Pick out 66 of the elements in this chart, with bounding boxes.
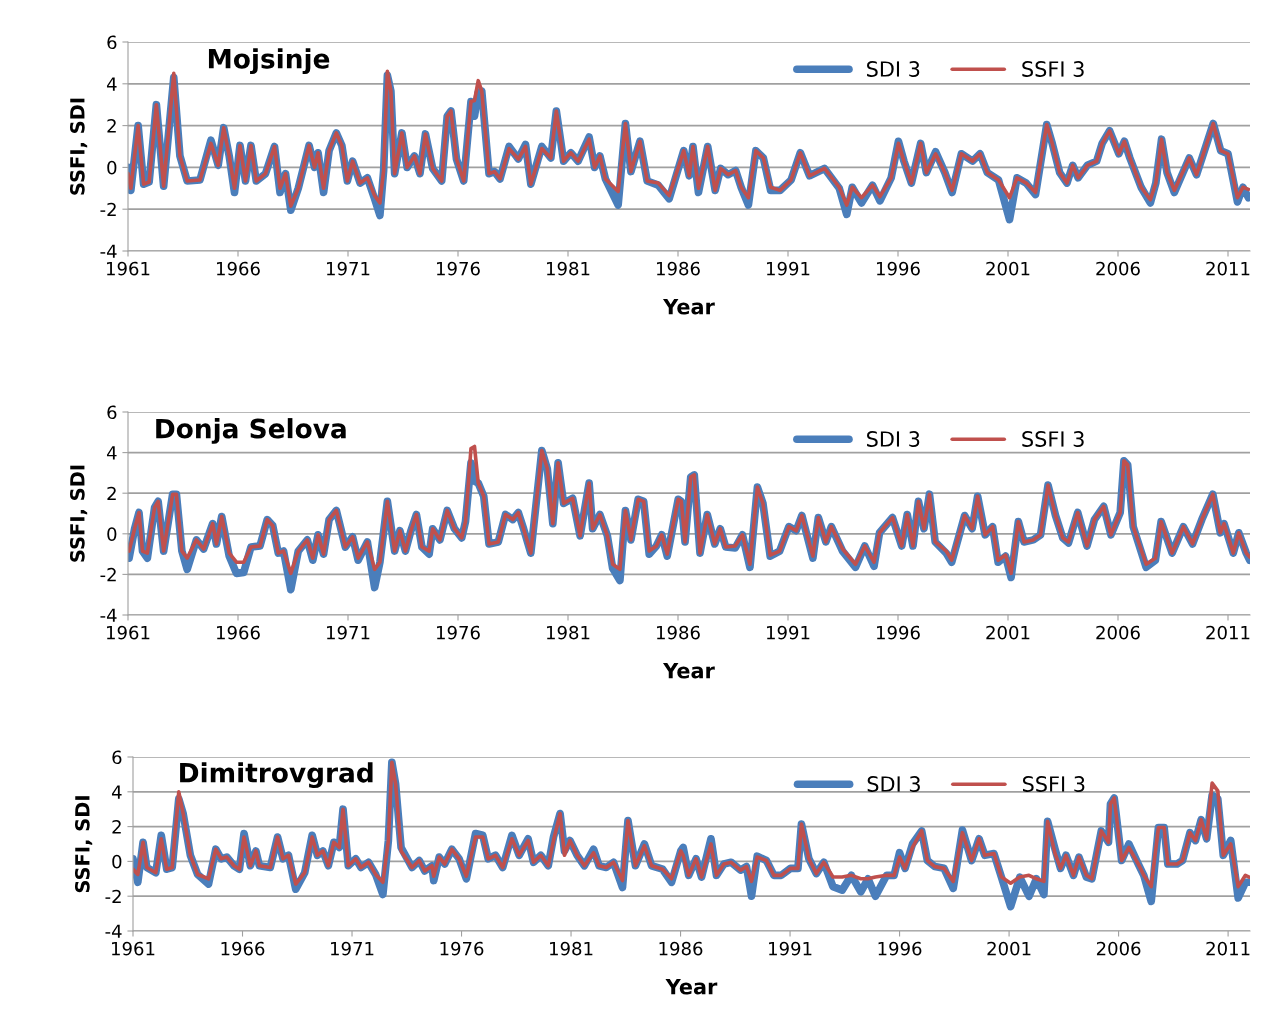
x-tick-label: 1966 xyxy=(217,625,260,640)
y-tick-label: 0 xyxy=(112,854,122,869)
x-axis-title: Year xyxy=(665,978,718,995)
x-tick-label: 1976 xyxy=(440,941,484,956)
y-tick-label: 2 xyxy=(107,119,116,133)
x-axis-title: Year xyxy=(662,298,715,315)
x-tick-label: 1966 xyxy=(221,941,265,956)
x-tick-label: 1971 xyxy=(331,941,374,956)
x-tick-label: 1996 xyxy=(877,261,920,276)
x-tick-label: 1996 xyxy=(877,625,920,640)
x-tick-label: 1996 xyxy=(878,941,922,956)
x-tick-label: 2011 xyxy=(1206,625,1250,640)
x-axis-title: Year xyxy=(662,662,715,679)
x-tick-label: 1986 xyxy=(659,941,703,956)
chart-title: Mojsinje xyxy=(208,48,330,75)
y-tick-label: 4 xyxy=(111,785,122,799)
x-tick-label: 1961 xyxy=(107,625,150,640)
x-tick-label: 1966 xyxy=(217,261,260,276)
x-tick-label: 2006 xyxy=(1096,941,1141,956)
y-tick-label: 2 xyxy=(107,486,116,501)
x-tick-label: 1991 xyxy=(767,261,810,276)
x-tick-label: 1971 xyxy=(327,261,370,276)
y-tick-label: -4 xyxy=(100,608,117,622)
x-tick-label: 1976 xyxy=(437,261,480,276)
x-tick-label: 1986 xyxy=(657,261,700,276)
y-tick-label: -2 xyxy=(100,202,116,217)
y-tick-label: 0 xyxy=(107,527,117,541)
x-tick-label: 1961 xyxy=(112,941,155,956)
y-axis-title: SSFI, SDI xyxy=(70,465,88,562)
y-axis-title: SSFI, SDI xyxy=(75,796,93,893)
x-tick-label: 1991 xyxy=(767,625,810,640)
y-tick-label: -4 xyxy=(100,244,117,258)
y-tick-label: 6 xyxy=(107,405,117,420)
chart-title: Donja Selova xyxy=(156,418,346,444)
y-tick-label: 4 xyxy=(106,446,117,460)
y-tick-label: -2 xyxy=(105,889,121,904)
legend-label: SSFI 3 xyxy=(1022,776,1085,792)
y-tick-label: 6 xyxy=(112,750,122,765)
x-tick-label: 1976 xyxy=(437,625,480,640)
x-tick-label: 1961 xyxy=(107,261,150,276)
legend-label: SDI 3 xyxy=(867,776,920,792)
x-tick-label: 1971 xyxy=(327,625,370,640)
legend-label: SDI 3 xyxy=(867,61,920,77)
x-tick-label: 2011 xyxy=(1206,941,1250,956)
y-tick-label: 4 xyxy=(106,77,117,91)
x-tick-label: 1981 xyxy=(547,625,590,640)
x-tick-label: 1981 xyxy=(547,261,590,276)
legend-label: SSFI 3 xyxy=(1022,61,1084,77)
x-tick-label: 1991 xyxy=(769,941,812,956)
y-axis-title: SSFI, SDI xyxy=(70,98,88,195)
chart-title: Dimitrovgrad xyxy=(180,762,373,788)
y-tick-label: 2 xyxy=(112,820,121,834)
x-tick-label: 2001 xyxy=(986,261,1030,276)
y-tick-label: -4 xyxy=(105,924,122,938)
x-tick-label: 2006 xyxy=(1096,261,1140,276)
x-tick-label: 1981 xyxy=(550,941,593,956)
x-tick-label: 2006 xyxy=(1096,625,1140,640)
legend-label: SDI 3 xyxy=(867,431,920,447)
x-tick-label: 2011 xyxy=(1206,261,1250,276)
legend-label: SSFI 3 xyxy=(1022,431,1084,447)
x-tick-label: 2001 xyxy=(986,625,1030,640)
x-tick-label: 1986 xyxy=(657,625,700,640)
y-tick-label: 6 xyxy=(107,35,117,50)
y-tick-label: -2 xyxy=(100,567,116,582)
x-tick-label: 2001 xyxy=(987,941,1031,956)
y-tick-label: 0 xyxy=(107,160,117,175)
